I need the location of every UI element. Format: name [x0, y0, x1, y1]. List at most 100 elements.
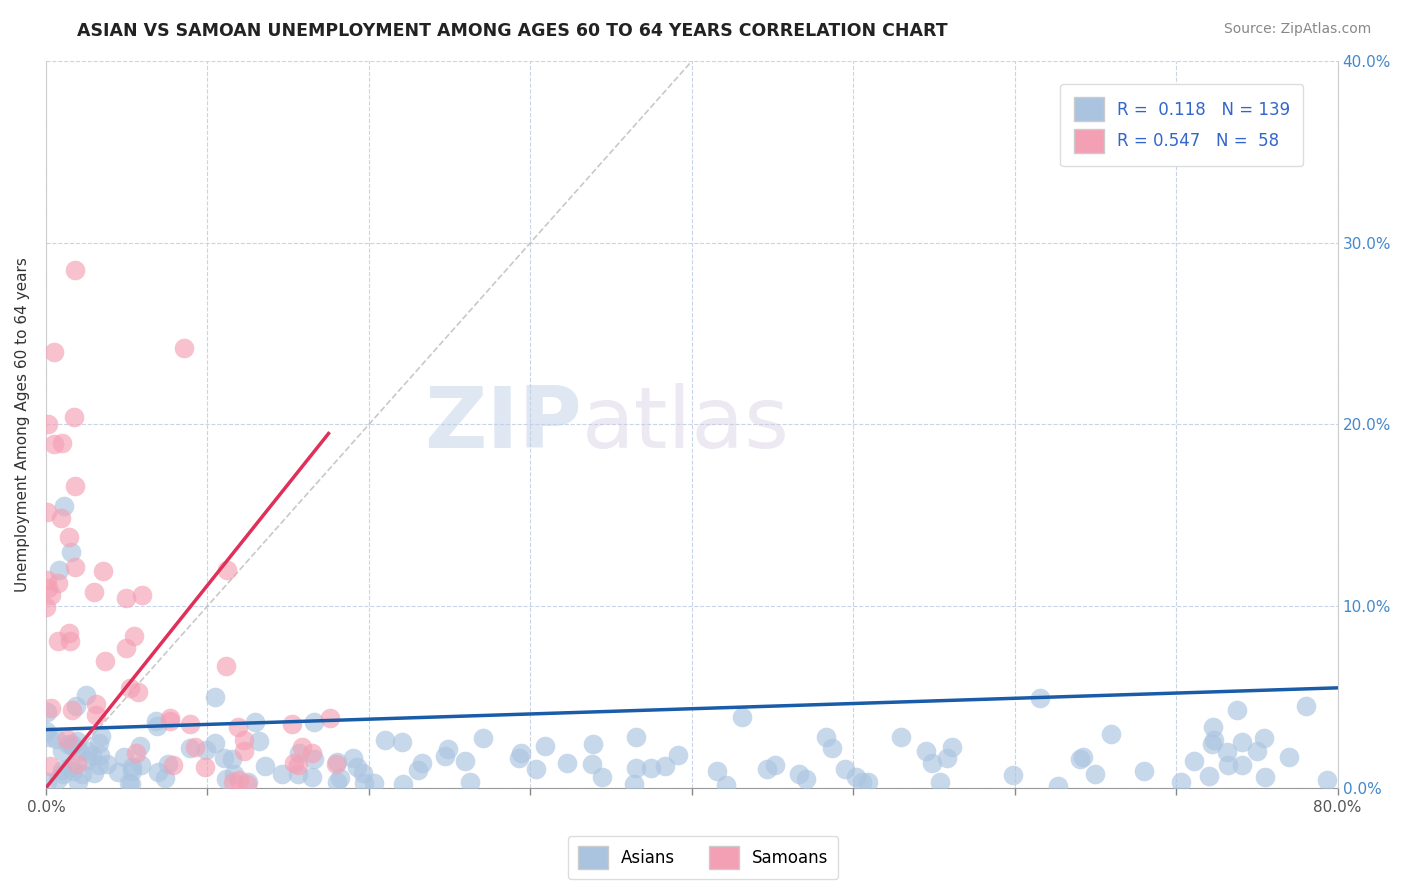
Point — [58, 530, 80, 544]
Point — [509, 746, 531, 760]
Point — [89, 748, 111, 763]
Point — [1201, 737, 1223, 751]
Point — [65, 698, 87, 713]
Point — [1002, 768, 1025, 782]
Point — [173, 341, 195, 355]
Point — [75, 689, 97, 703]
Point — [591, 771, 613, 785]
Point — [58, 625, 80, 640]
Point — [796, 772, 818, 786]
Point — [851, 774, 873, 789]
Point — [39, 759, 62, 773]
Point — [63, 560, 86, 574]
Point — [62, 409, 84, 424]
Point — [581, 757, 603, 772]
Point — [60, 739, 83, 753]
Point — [325, 757, 347, 772]
Legend: Asians, Samoans: Asians, Samoans — [568, 836, 838, 880]
Point — [228, 773, 250, 788]
Point — [238, 775, 260, 789]
Text: Source: ZipAtlas.com: Source: ZipAtlas.com — [1223, 22, 1371, 37]
Point — [120, 777, 142, 791]
Point — [51, 763, 73, 777]
Point — [936, 751, 959, 765]
Point — [654, 758, 676, 772]
Point — [87, 736, 110, 750]
Point — [1204, 732, 1226, 747]
Point — [217, 562, 239, 576]
Point — [1071, 750, 1094, 764]
Point — [72, 767, 94, 781]
Point — [319, 711, 342, 725]
Point — [91, 565, 114, 579]
Point — [124, 746, 146, 760]
Point — [814, 730, 837, 744]
Point — [90, 729, 112, 743]
Point — [890, 730, 912, 744]
Point — [288, 747, 311, 761]
Point — [121, 764, 143, 778]
Point — [159, 714, 181, 728]
Point — [1278, 750, 1301, 764]
Point — [49, 511, 72, 525]
Point — [52, 767, 75, 781]
Point — [107, 765, 129, 780]
Point — [1218, 757, 1240, 772]
Point — [731, 710, 754, 724]
Point — [179, 717, 201, 731]
Point — [122, 629, 145, 643]
Point — [37, 705, 59, 719]
Point — [121, 760, 143, 774]
Point — [118, 776, 141, 790]
Point — [129, 758, 152, 772]
Point — [67, 744, 90, 758]
Point — [76, 753, 98, 767]
Point — [59, 633, 82, 648]
Point — [204, 690, 226, 704]
Point — [222, 775, 245, 789]
Point — [555, 756, 578, 770]
Point — [1182, 754, 1205, 768]
Point — [508, 750, 530, 764]
Point — [35, 574, 58, 588]
Point — [38, 730, 60, 744]
Point — [243, 715, 266, 730]
Point — [1295, 699, 1317, 714]
Point — [96, 756, 118, 771]
Point — [193, 760, 215, 774]
Point — [183, 739, 205, 754]
Point — [921, 756, 943, 770]
Point — [62, 764, 84, 778]
Point — [458, 775, 481, 789]
Point — [214, 658, 236, 673]
Point — [941, 739, 963, 754]
Point — [84, 707, 107, 722]
Point — [94, 654, 117, 668]
Point — [1170, 775, 1192, 789]
Point — [37, 417, 59, 431]
Point — [914, 743, 936, 757]
Point — [148, 764, 170, 779]
Point — [131, 588, 153, 602]
Point — [48, 563, 70, 577]
Point — [45, 731, 67, 746]
Point — [56, 737, 79, 751]
Point — [436, 742, 458, 756]
Point — [283, 756, 305, 770]
Point — [83, 766, 105, 780]
Point — [66, 734, 89, 748]
Point — [706, 764, 728, 778]
Point — [1246, 743, 1268, 757]
Point — [222, 767, 245, 781]
Point — [787, 766, 810, 780]
Point — [195, 742, 218, 756]
Point — [120, 681, 142, 695]
Point — [60, 737, 83, 751]
Point — [82, 748, 104, 763]
Point — [353, 776, 375, 790]
Text: ZIP: ZIP — [425, 383, 582, 466]
Point — [59, 760, 82, 774]
Point — [159, 711, 181, 725]
Point — [821, 741, 844, 756]
Point — [1028, 690, 1050, 705]
